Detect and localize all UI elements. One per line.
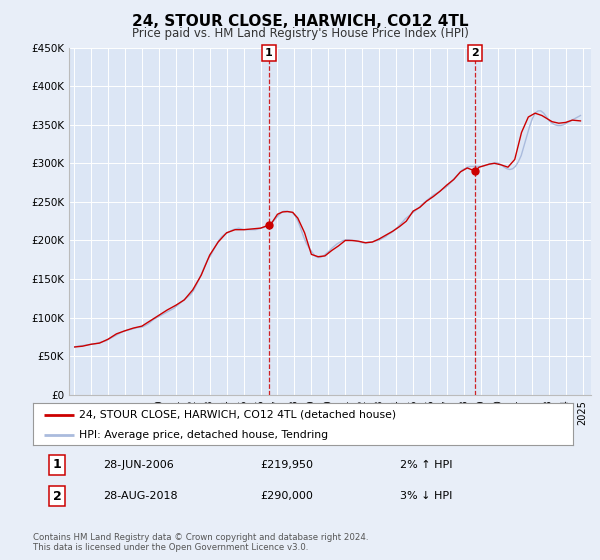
Text: 1: 1 [265, 48, 272, 58]
Text: 1: 1 [53, 459, 62, 472]
Text: Contains HM Land Registry data © Crown copyright and database right 2024.: Contains HM Land Registry data © Crown c… [33, 533, 368, 542]
Text: 24, STOUR CLOSE, HARWICH, CO12 4TL: 24, STOUR CLOSE, HARWICH, CO12 4TL [132, 14, 468, 29]
Text: 28-AUG-2018: 28-AUG-2018 [103, 491, 178, 501]
Text: £290,000: £290,000 [260, 491, 313, 501]
Text: 2: 2 [471, 48, 479, 58]
Text: 2: 2 [53, 490, 62, 503]
Text: £219,950: £219,950 [260, 460, 313, 470]
Text: 2% ↑ HPI: 2% ↑ HPI [400, 460, 453, 470]
Text: 3% ↓ HPI: 3% ↓ HPI [400, 491, 452, 501]
Text: Price paid vs. HM Land Registry's House Price Index (HPI): Price paid vs. HM Land Registry's House … [131, 27, 469, 40]
Text: 28-JUN-2006: 28-JUN-2006 [103, 460, 174, 470]
Text: This data is licensed under the Open Government Licence v3.0.: This data is licensed under the Open Gov… [33, 543, 308, 552]
Text: HPI: Average price, detached house, Tendring: HPI: Average price, detached house, Tend… [79, 430, 328, 440]
Text: 24, STOUR CLOSE, HARWICH, CO12 4TL (detached house): 24, STOUR CLOSE, HARWICH, CO12 4TL (deta… [79, 410, 396, 420]
